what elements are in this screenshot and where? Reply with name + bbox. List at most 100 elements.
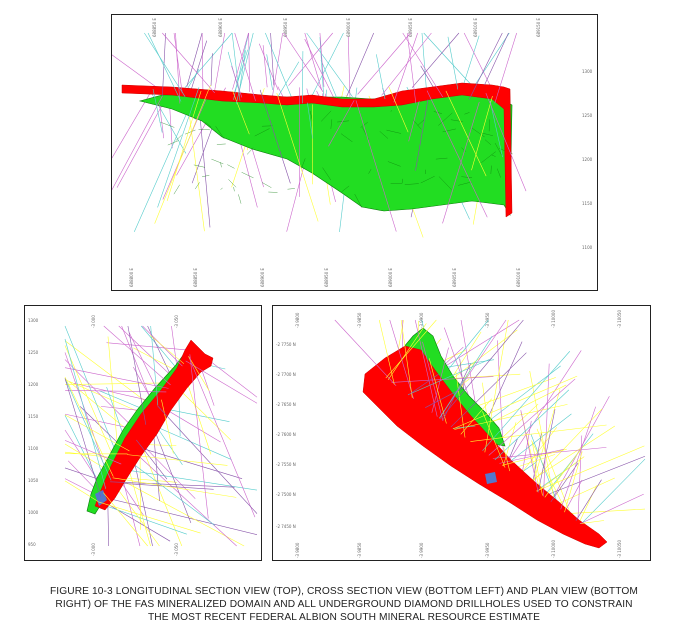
drillhole-trace xyxy=(137,436,183,547)
svg-text:-3 050: -3 050 xyxy=(174,315,179,328)
drillhole-trace xyxy=(420,176,435,184)
drillhole-trace xyxy=(288,32,333,86)
drillhole-trace xyxy=(387,323,427,380)
drillhole-trace xyxy=(232,90,250,135)
drillhole-trace xyxy=(504,350,582,468)
drillhole-trace xyxy=(464,112,470,115)
drillhole-trace xyxy=(160,121,175,128)
svg-text:1300: 1300 xyxy=(28,318,39,323)
drillhole-trace xyxy=(149,335,185,364)
drillhole-trace xyxy=(64,359,141,435)
drillhole-trace xyxy=(162,32,166,98)
drillhole-trace xyxy=(468,32,503,100)
drillhole-trace xyxy=(428,358,447,424)
drillhole-trace xyxy=(184,32,233,88)
drillhole-trace xyxy=(233,49,249,97)
drillhole-trace xyxy=(442,363,471,421)
drillhole-trace xyxy=(494,142,502,156)
drillhole-trace xyxy=(233,186,235,192)
drillhole-trace xyxy=(578,485,597,524)
svg-text:688800 E: 688800 E xyxy=(129,267,134,287)
drillhole-trace xyxy=(185,129,196,135)
drillhole-trace xyxy=(185,360,258,404)
svg-text:-3 9950: -3 9950 xyxy=(485,312,490,328)
drillhole-trace xyxy=(235,32,254,105)
svg-text:1200: 1200 xyxy=(28,382,39,387)
longitudinal-section-view: 688850 E 688900 E 688950 E 689000 E 6890… xyxy=(111,14,598,291)
drillhole-trace xyxy=(113,475,245,547)
drillhole-trace xyxy=(110,481,235,488)
svg-text:689000 E: 689000 E xyxy=(388,267,393,287)
drillhole-trace xyxy=(537,409,556,493)
drillhole-trace xyxy=(277,61,300,97)
drillhole-trace xyxy=(64,367,169,389)
drillhole-trace xyxy=(407,357,493,396)
drillhole-trace xyxy=(381,32,432,96)
drillhole-trace xyxy=(157,405,258,514)
drillhole-trace xyxy=(220,162,222,168)
drillhole-trace xyxy=(442,101,480,224)
drillhole-trace xyxy=(254,128,270,137)
svg-text:-3 9800: -3 9800 xyxy=(295,542,300,558)
drillhole-trace xyxy=(173,184,180,195)
drillhole-trace xyxy=(161,399,174,454)
drillhole-trace xyxy=(463,32,491,86)
drillhole-trace xyxy=(502,448,567,466)
drillhole-trace xyxy=(306,32,353,97)
drillhole-trace xyxy=(136,438,196,499)
drillhole-trace xyxy=(272,32,283,97)
drillhole-trace xyxy=(536,456,585,492)
drillhole-trace xyxy=(162,32,215,94)
svg-text:-3 10000: -3 10000 xyxy=(551,540,556,558)
drillhole-trace xyxy=(157,87,200,208)
svg-text:1100: 1100 xyxy=(582,245,593,250)
drillhole-trace xyxy=(132,445,243,479)
drillhole-trace xyxy=(445,90,487,177)
drillhole-trace xyxy=(234,32,256,102)
svg-text:689050 E: 689050 E xyxy=(408,17,413,37)
svg-text:688850 E: 688850 E xyxy=(152,17,157,37)
svg-text:1000: 1000 xyxy=(28,510,39,515)
drillhole-trace xyxy=(64,440,122,465)
drillhole-trace xyxy=(490,165,492,174)
drillhole-trace xyxy=(402,32,444,98)
svg-text:688950 E: 688950 E xyxy=(324,267,329,287)
svg-text:1250: 1250 xyxy=(28,350,39,355)
drillhole-trace xyxy=(103,492,148,547)
svg-text:1150: 1150 xyxy=(582,201,593,206)
drillhole-trace xyxy=(241,172,254,179)
svg-text:-3 10050: -3 10050 xyxy=(617,540,622,558)
drillhole-trace xyxy=(96,502,187,535)
drillhole-trace xyxy=(189,40,208,96)
drillhole-trace xyxy=(489,100,503,158)
drillhole-trace xyxy=(488,378,576,456)
drillhole-trace xyxy=(417,119,425,126)
drillhole-traces-front xyxy=(64,325,258,547)
svg-text:-2 7450 N: -2 7450 N xyxy=(276,524,296,529)
drillhole-trace xyxy=(529,371,556,506)
svg-text:-2 7550 N: -2 7550 N xyxy=(276,462,296,467)
svg-text:689050 E: 689050 E xyxy=(452,267,457,287)
drillhole-trace xyxy=(391,376,494,383)
drillhole-trace xyxy=(438,176,452,190)
drillhole-trace xyxy=(130,448,237,547)
drillhole-trace xyxy=(485,92,527,192)
drillhole-trace xyxy=(520,410,539,493)
cross-section-plot: 1300 1250 1200 1150 1100 1050 1000 950 -… xyxy=(28,315,258,556)
drillhole-trace xyxy=(248,32,250,92)
drillhole-trace xyxy=(492,447,607,459)
drillhole-trace xyxy=(150,325,159,406)
drillhole-trace xyxy=(379,131,389,139)
drillhole-trace xyxy=(388,86,409,133)
drillhole-trace xyxy=(406,32,417,104)
caption-line-3: THE MOST RECENT FEDERAL ALBION SOUTH MIN… xyxy=(147,612,541,623)
drillhole-trace xyxy=(422,341,444,422)
svg-text:1100: 1100 xyxy=(28,446,39,451)
red-mineralized-domain xyxy=(121,82,513,218)
drillhole-trace xyxy=(580,458,646,525)
svg-text:688850 E: 688850 E xyxy=(193,267,198,287)
drillhole-trace xyxy=(149,418,192,524)
drillhole-trace xyxy=(452,425,476,429)
drillhole-trace xyxy=(304,38,338,104)
drillhole-trace xyxy=(188,356,210,391)
